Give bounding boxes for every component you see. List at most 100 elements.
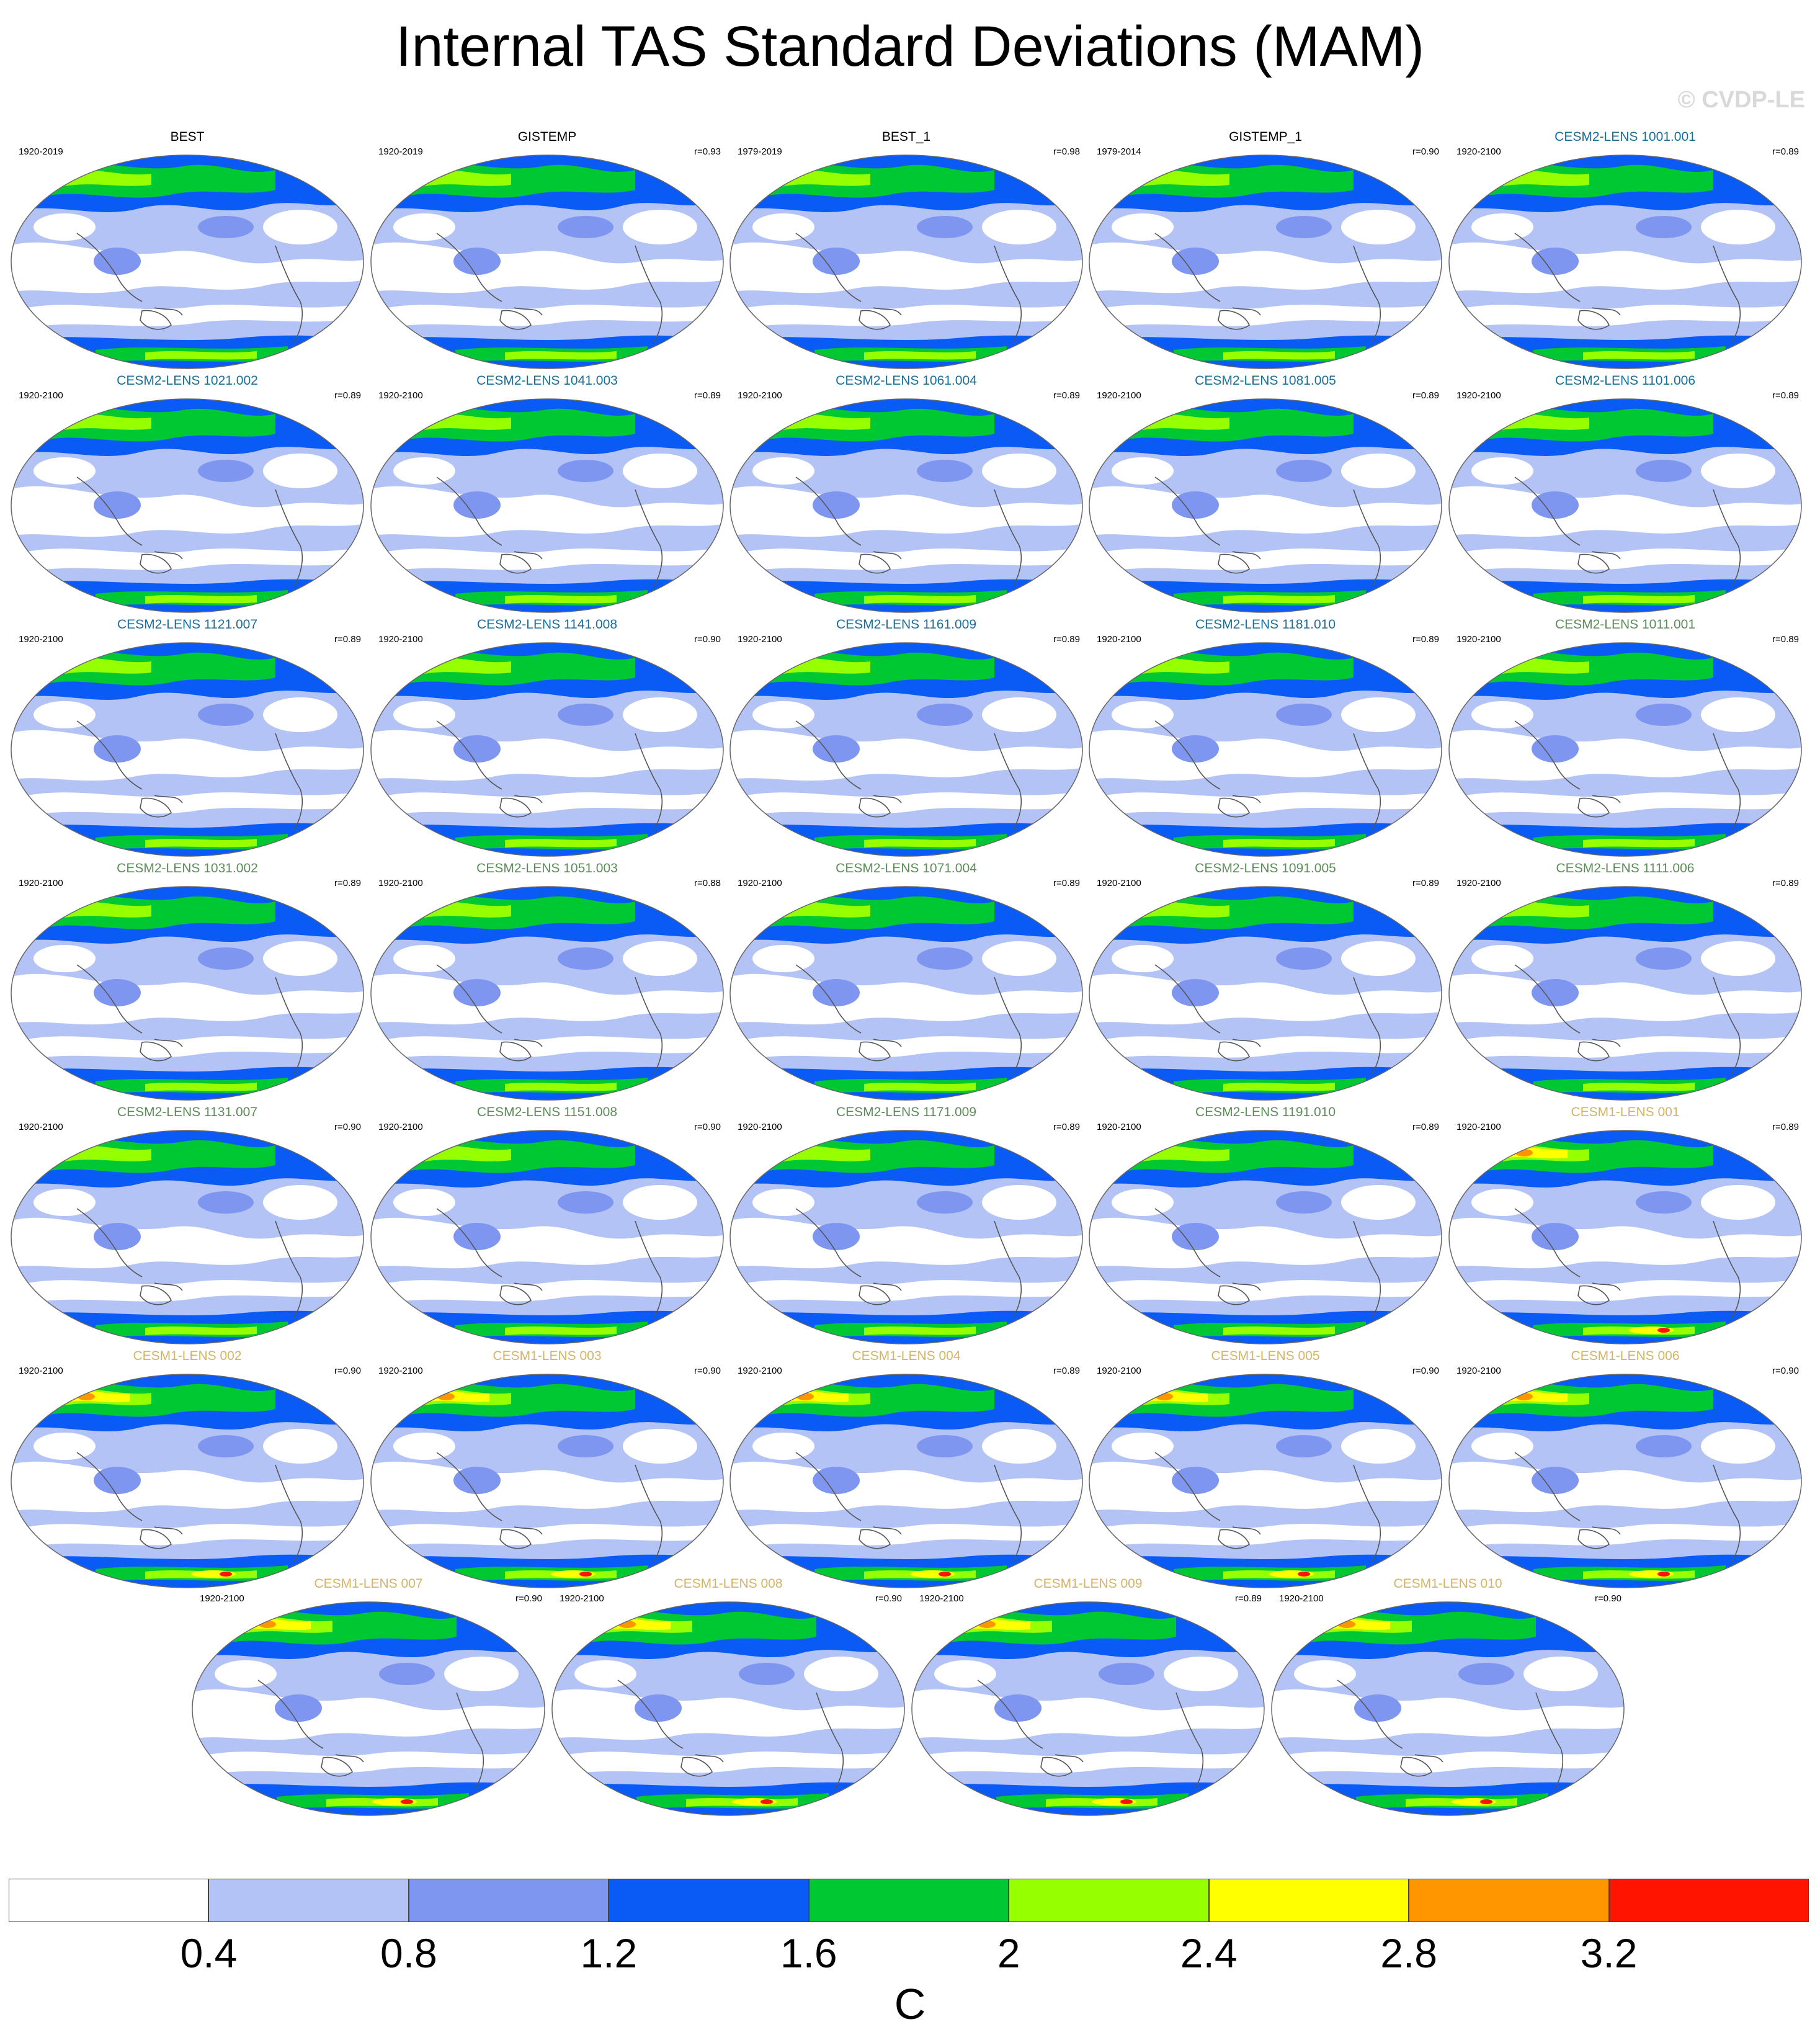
low-variance-patch (1294, 1660, 1356, 1688)
low-variance-band (27, 548, 356, 571)
medium-variance-patch (558, 460, 613, 482)
low-variance-patch (1471, 1189, 1533, 1216)
map-outline (1448, 154, 1802, 369)
northern-green-core (46, 893, 275, 929)
panel-pattern-correlation: r=0.89 (1053, 1122, 1080, 1132)
northern-green-core (765, 1137, 994, 1173)
low-variance-patch (393, 945, 455, 972)
medium-variance-patch (558, 947, 613, 970)
coastline (795, 476, 1022, 586)
coastline (1514, 1208, 1741, 1318)
low-variance-patch (982, 941, 1056, 976)
northern-green-core (46, 1381, 275, 1417)
medium-variance-patch (1276, 1435, 1332, 1457)
world-map (729, 642, 1083, 857)
low-variance-band (746, 1036, 1075, 1059)
low-variance-patch (752, 213, 814, 241)
panel-pattern-correlation: r=0.90 (1772, 1366, 1799, 1376)
map-outline (1089, 1130, 1442, 1344)
coastline (795, 1452, 1022, 1562)
map-panel: CESM2-LENS 1061.004 1920-2100 r=0.89 (728, 373, 1085, 615)
panel-title: CESM2-LENS 1151.008 (476, 1105, 618, 1119)
coastline (795, 964, 1022, 1074)
northern-green-core (1124, 162, 1354, 198)
map-panel: CESM2-LENS 1021.002 1920-2100 r=0.89 (9, 373, 366, 615)
coastline (1154, 476, 1381, 586)
low-variance-patch (752, 1189, 814, 1216)
colorbar-tick-label: 2.4 (1180, 1930, 1238, 1976)
map-panel: BEST_1 1979-2019 r=0.98 (728, 129, 1085, 371)
colorbar-bin (208, 1879, 409, 1922)
low-variance-band (746, 548, 1075, 571)
low-variance-band (1105, 1036, 1434, 1059)
low-variance-patch (1341, 1429, 1416, 1464)
map-panel: GISTEMP 1920-2019 r=0.93 (368, 129, 726, 371)
panel-pattern-correlation: r=0.89 (1412, 634, 1439, 645)
medium-variance-patch (1532, 491, 1579, 519)
medium-variance-patch (453, 735, 501, 763)
southern-lime-core (864, 1326, 976, 1335)
world-map (1089, 398, 1442, 613)
low-variance-patch (444, 1657, 519, 1691)
low-variance-patch (1112, 1433, 1174, 1460)
low-variance-band (387, 548, 716, 571)
map-outline (11, 1374, 364, 1588)
medium-variance-patch (813, 979, 860, 1006)
southern-lime-core (1223, 1326, 1335, 1335)
medium-variance-patch (1172, 1223, 1219, 1250)
panel-pattern-correlation: r=0.90 (694, 1122, 721, 1132)
map-panel: CESM2-LENS 1131.007 1920-2100 r=0.90 (9, 1104, 366, 1346)
map-outline (11, 886, 364, 1101)
map-outline (1271, 1601, 1625, 1816)
panel-title: CESM2-LENS 1191.010 (1195, 1105, 1336, 1119)
medium-variance-patch (813, 735, 860, 763)
southern-lime-core (1583, 1083, 1695, 1091)
map-outline (729, 1374, 1083, 1588)
panel-years: 1920-2100 (19, 390, 63, 401)
world-map (11, 398, 364, 613)
panel-pattern-correlation: r=0.89 (694, 390, 721, 401)
coastline (436, 1208, 662, 1318)
panel-title: CESM2-LENS 1081.005 (1195, 374, 1336, 388)
panel-title: CESM2-LENS 1021.002 (117, 374, 258, 388)
low-variance-band (746, 1524, 1075, 1547)
coastline (1577, 1041, 1610, 1062)
panel-years: 1920-2100 (1097, 634, 1141, 645)
low-variance-band (1105, 305, 1434, 328)
coastline (1218, 1041, 1250, 1062)
coastline (1577, 553, 1610, 574)
medium-variance-patch (453, 1467, 501, 1494)
panel-title: CESM1-LENS 006 (1571, 1349, 1680, 1363)
map-outline (729, 886, 1083, 1101)
coastline (1154, 1208, 1381, 1318)
map-panel: CESM1-LENS 005 1920-2100 r=0.90 (1087, 1348, 1444, 1590)
panel-title: CESM1-LENS 008 (674, 1577, 783, 1591)
panel-title: CESM2-LENS 1171.009 (836, 1105, 977, 1119)
coastline (859, 1041, 891, 1062)
world-map (11, 642, 364, 857)
low-variance-band (387, 792, 716, 815)
northern-green-core (1484, 893, 1713, 929)
low-variance-patch (1112, 701, 1174, 728)
low-variance-patch (1112, 457, 1174, 485)
low-variance-patch (263, 1429, 337, 1464)
low-variance-patch (1341, 210, 1416, 244)
southern-red-core (1480, 1799, 1492, 1804)
map-panel: CESM2-LENS 1091.005 1920-2100 r=0.89 (1087, 861, 1444, 1103)
panel-years: 1920-2019 (19, 146, 63, 157)
colorbar-bin (9, 1879, 208, 1922)
coastline (1514, 1452, 1741, 1562)
coastline (436, 964, 662, 1074)
world-map (729, 154, 1083, 369)
low-variance-patch (623, 210, 697, 244)
northern-green-core (1484, 1137, 1713, 1173)
map-outline (370, 154, 724, 369)
panel-pattern-correlation: r=0.89 (334, 878, 361, 888)
northern-green-core (1124, 1137, 1354, 1173)
panel-years: 1920-2100 (738, 1122, 782, 1132)
panel-years: 1920-2100 (1097, 1366, 1141, 1376)
colorbar-tick-label: 1.2 (580, 1930, 638, 1976)
panel-years: 1920-2100 (1456, 146, 1501, 157)
medium-variance-patch (1636, 1435, 1692, 1457)
map-outline (370, 642, 724, 857)
